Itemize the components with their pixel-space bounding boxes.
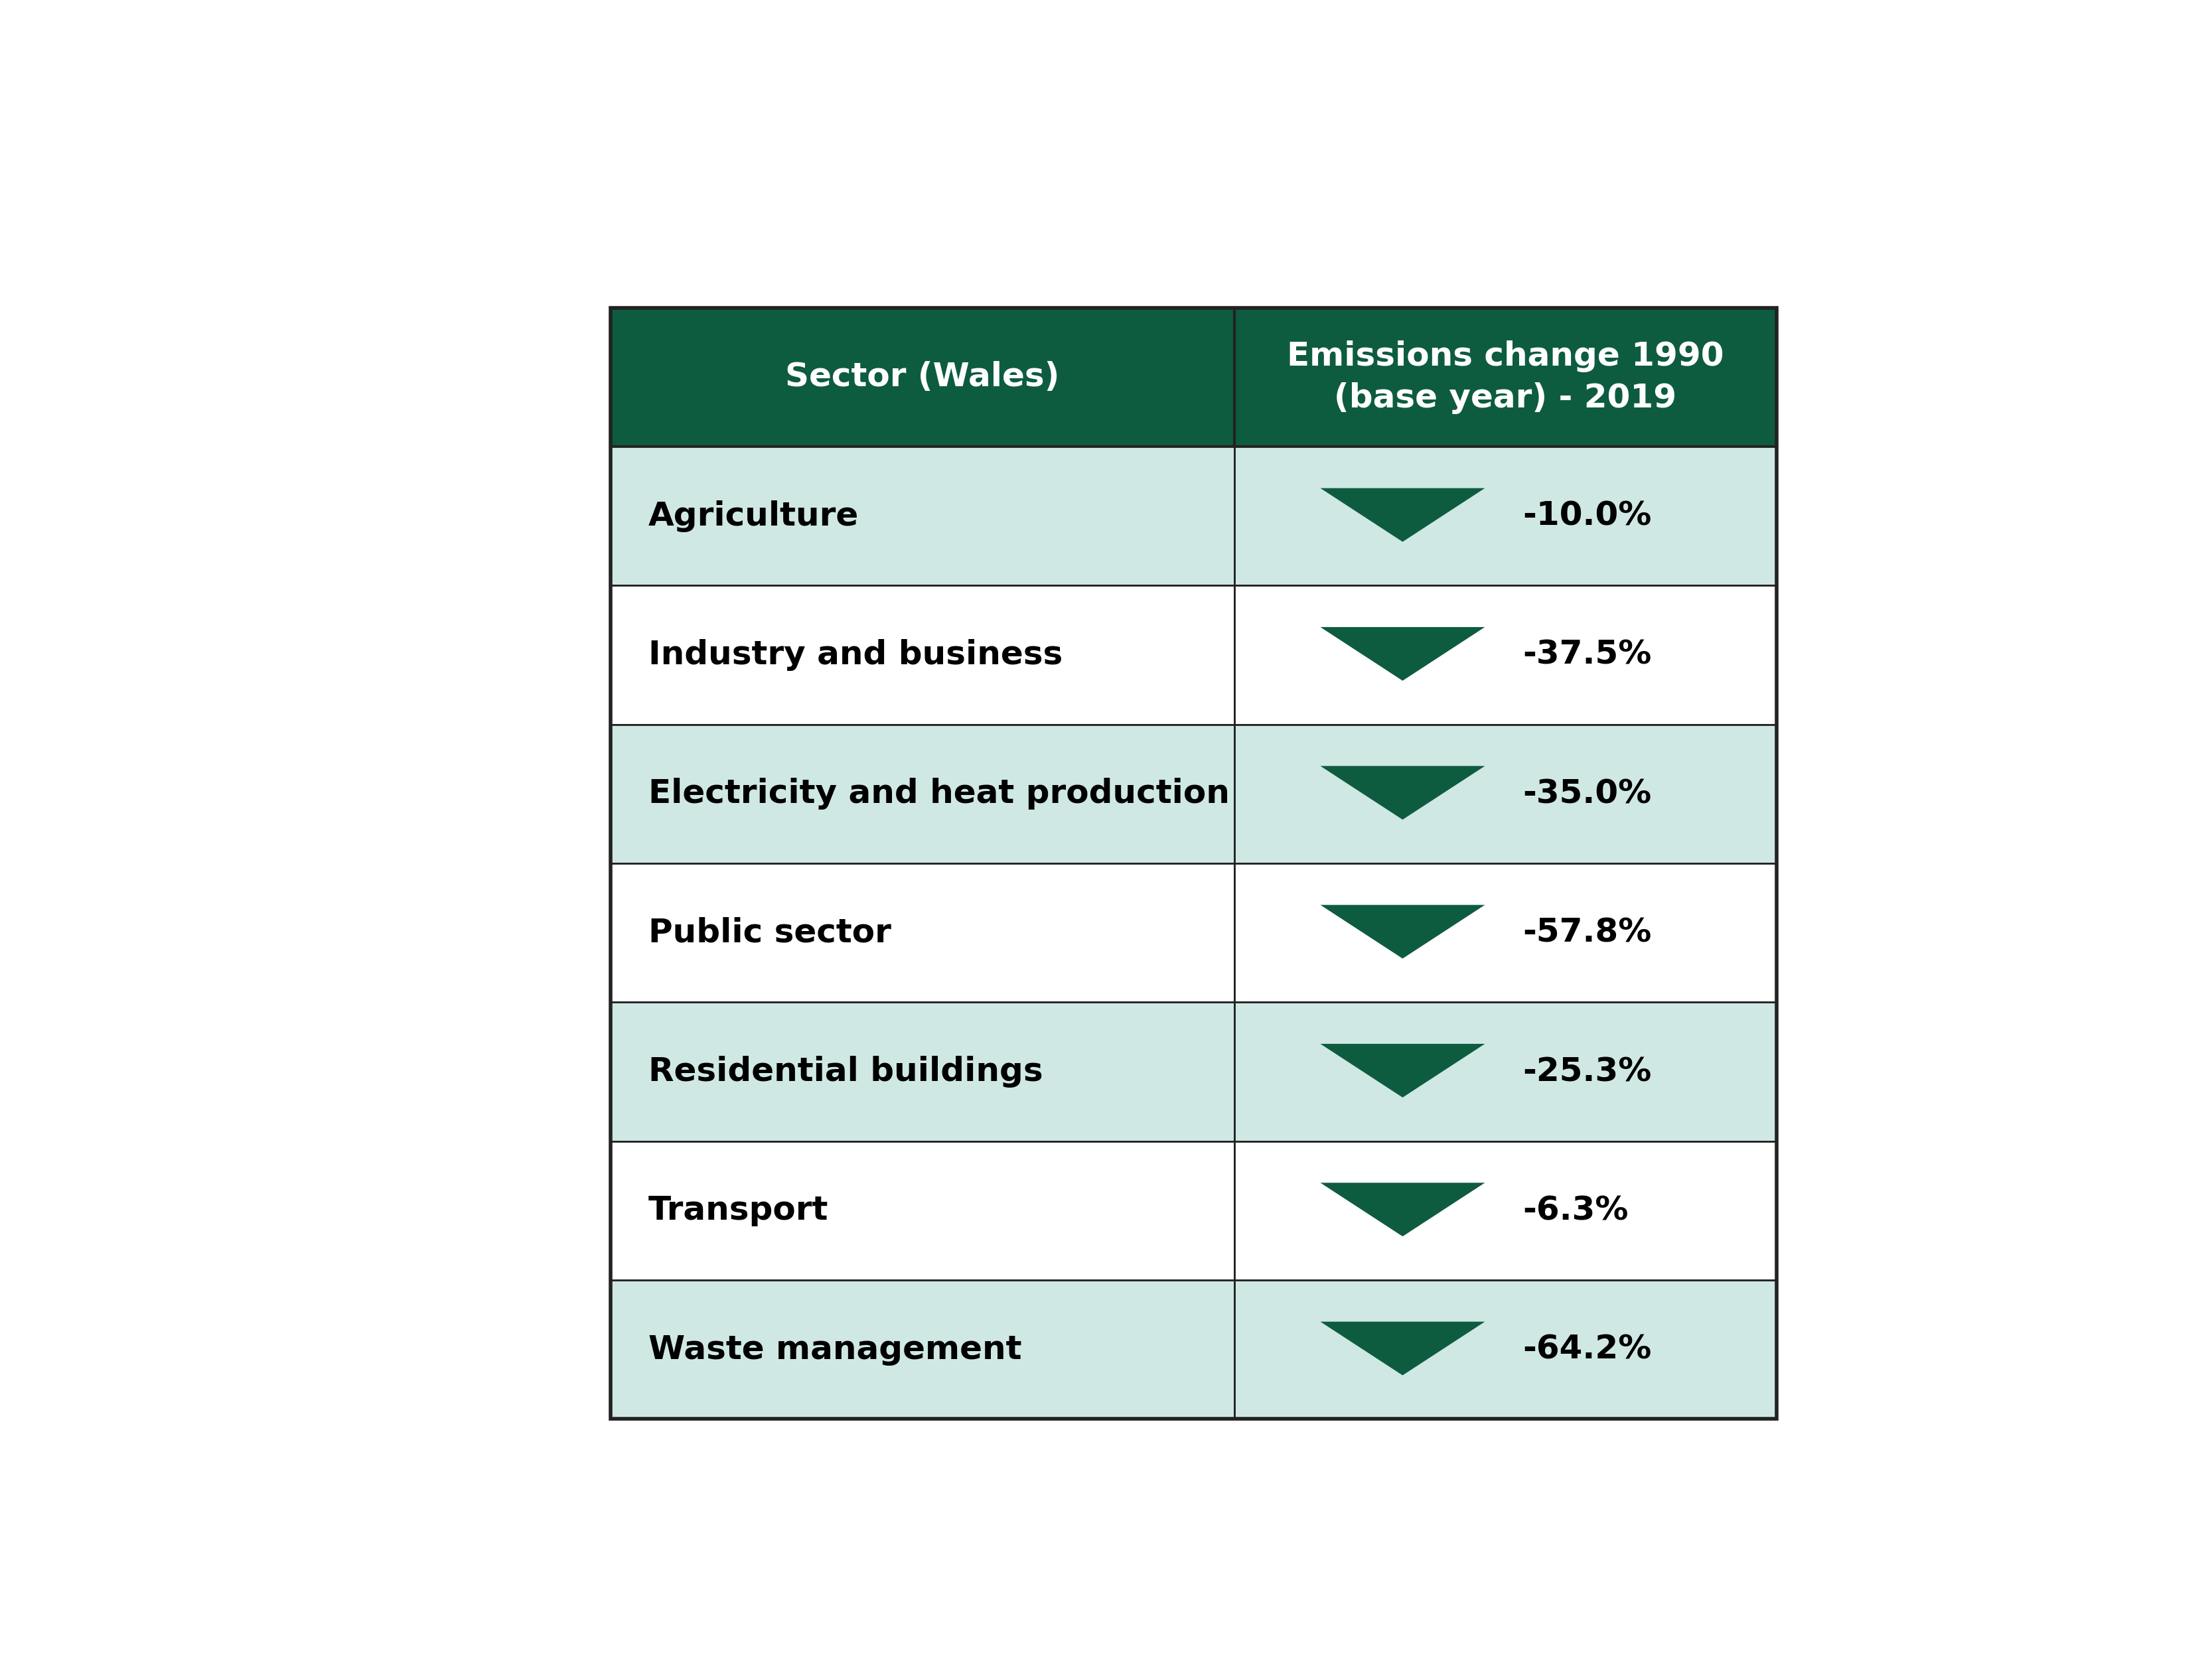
Bar: [611, 1141, 1234, 1281]
Polygon shape: [1321, 1183, 1484, 1236]
Bar: [611, 725, 1234, 863]
Polygon shape: [1321, 1322, 1484, 1375]
Polygon shape: [1321, 627, 1484, 680]
Bar: [611, 1281, 1234, 1418]
Text: Industry and business: Industry and business: [648, 639, 1062, 670]
Text: -37.5%: -37.5%: [1522, 639, 1652, 670]
Bar: [611, 307, 1776, 1418]
Bar: [1234, 863, 1776, 1002]
Text: -35.0%: -35.0%: [1522, 778, 1652, 810]
Text: Agriculture: Agriculture: [648, 499, 858, 533]
Text: Transport: Transport: [648, 1194, 830, 1226]
Bar: [1234, 586, 1776, 725]
Text: -6.3%: -6.3%: [1522, 1194, 1628, 1226]
Bar: [1234, 446, 1776, 586]
Text: -64.2%: -64.2%: [1522, 1334, 1652, 1365]
Polygon shape: [1321, 488, 1484, 542]
Polygon shape: [1321, 766, 1484, 820]
Text: -57.8%: -57.8%: [1522, 917, 1652, 949]
Bar: [611, 586, 1234, 725]
Polygon shape: [1321, 1044, 1484, 1098]
Bar: [1234, 1141, 1776, 1281]
Bar: [611, 446, 1234, 586]
Text: -10.0%: -10.0%: [1522, 499, 1652, 533]
Text: Waste management: Waste management: [648, 1334, 1022, 1365]
Text: Electricity and heat production: Electricity and heat production: [648, 778, 1230, 810]
Text: Sector (Wales): Sector (Wales): [785, 362, 1060, 393]
Bar: [611, 307, 1776, 446]
Bar: [1234, 1002, 1776, 1141]
Bar: [1234, 1281, 1776, 1418]
Bar: [611, 863, 1234, 1002]
Bar: [1234, 725, 1776, 863]
Text: Residential buildings: Residential buildings: [648, 1055, 1044, 1088]
Text: Public sector: Public sector: [648, 917, 891, 949]
Polygon shape: [1321, 904, 1484, 959]
Bar: [611, 1002, 1234, 1141]
Text: Emissions change 1990
(base year) - 2019: Emissions change 1990 (base year) - 2019: [1287, 340, 1723, 415]
Text: -25.3%: -25.3%: [1522, 1055, 1652, 1088]
